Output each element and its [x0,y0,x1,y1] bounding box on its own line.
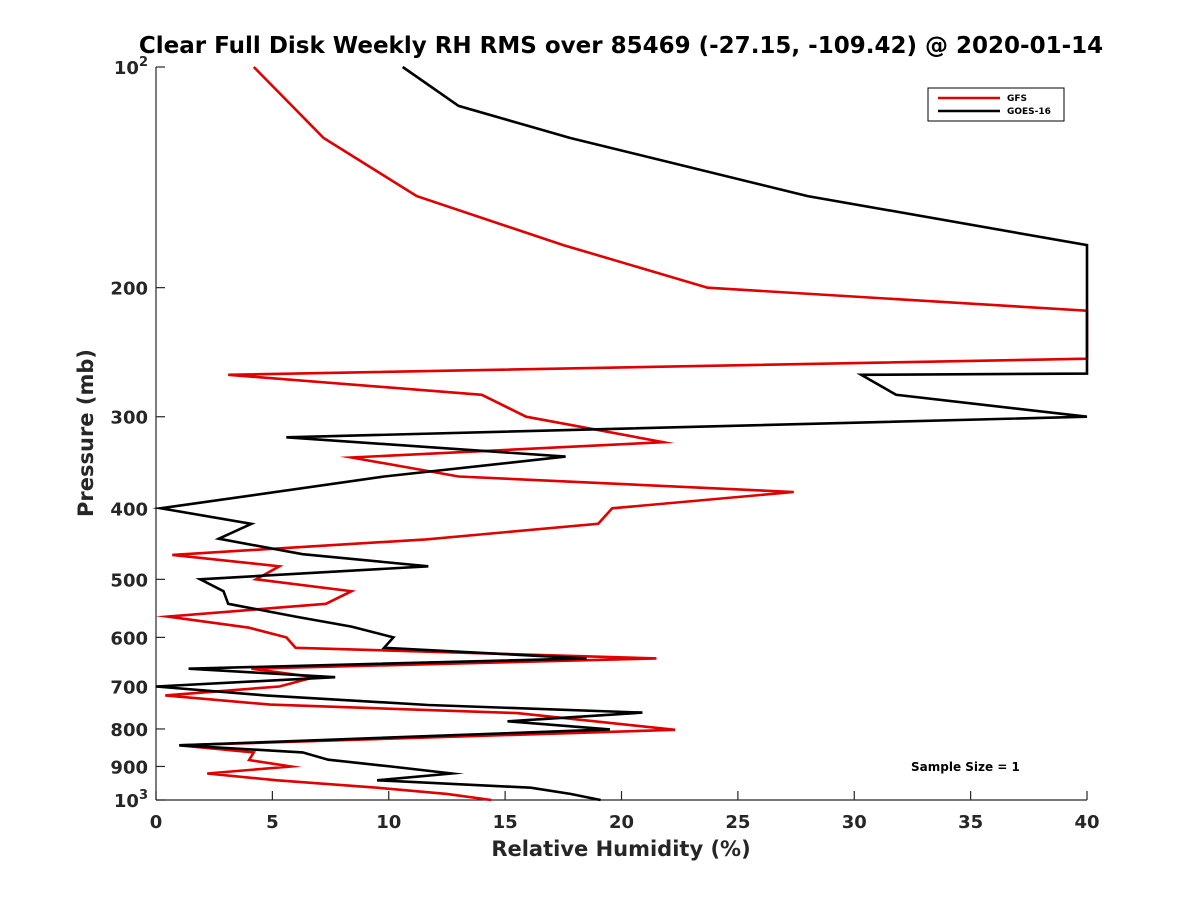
x-tick-label: 30 [842,812,867,833]
series-line-goes-16 [152,65,1089,802]
x-tick-label: 0 [150,812,163,833]
x-tick-label: 20 [609,812,634,833]
y-axis-ticks: 102 200 300 400 500 600 700 800 900 103 [110,55,165,812]
series-lines [152,65,1089,802]
y-tick-label: 200 [110,279,148,300]
x-tick-label: 5 [266,812,279,833]
chart-title: Clear Full Disk Weekly RH RMS over 85469… [139,33,1103,59]
y-tick-label: 103 [114,788,148,812]
x-tick-label: 35 [958,812,983,833]
sample-size-annotation: Sample Size = 1 [911,760,1020,774]
x-tick-label: 10 [376,812,401,833]
x-axis-ticks: 0 5 10 15 20 25 30 35 40 [150,791,1100,833]
x-axis-label: Relative Humidity (%) [491,837,750,861]
y-axis-label: Pressure (mb) [74,349,98,517]
legend-label-gfs: GFS [1007,94,1027,104]
y-tick-label: 300 [110,408,148,429]
y-tick-label: 400 [110,499,148,520]
legend-label-goes-16: GOES-16 [1007,107,1051,117]
y-tick-label: 600 [110,628,148,649]
x-tick-label: 40 [1074,812,1099,833]
y-tick-label: 700 [110,677,148,698]
legend: GFS GOES-16 [927,87,1065,122]
y-tick-label: 500 [110,570,148,591]
x-tick-label: 25 [725,812,750,833]
series-line-gfs [155,66,1089,802]
y-tick-label: 102 [114,55,148,79]
x-tick-label: 15 [493,812,518,833]
legend-box [927,87,1065,122]
y-tick-label: 900 [110,757,148,778]
y-tick-label: 800 [110,720,148,741]
